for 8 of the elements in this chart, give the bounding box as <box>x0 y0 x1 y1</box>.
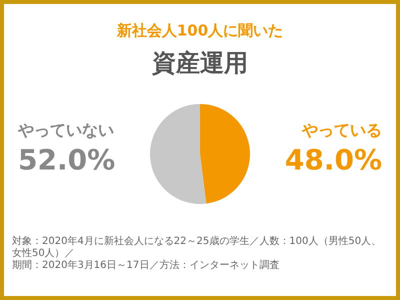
chart-title: 新社会人100人に聞いた <box>116 22 284 40</box>
slice-label: やっていない <box>17 120 114 140</box>
data-label: 48.0% <box>284 144 382 176</box>
text: 対象：2020年4月に新社会人になる22～25歳の学生／人数：100人（男性50人、女性50人）／ <box>12 236 382 260</box>
chart-subtitle: 資産運用 <box>151 49 248 77</box>
text: 期間：2020年3月16日～17日／方法：インターネット調査 <box>12 260 280 272</box>
data-label: 52.0% <box>18 144 116 176</box>
slice-label: やっている <box>301 120 382 140</box>
